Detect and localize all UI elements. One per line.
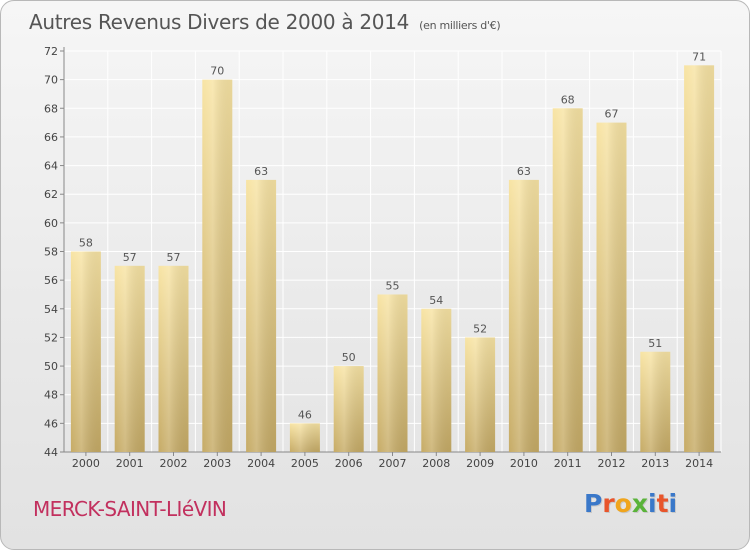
data-label: 57 <box>167 251 181 264</box>
data-label: 70 <box>210 65 224 78</box>
y-tick-label: 62 <box>44 188 58 201</box>
bar-shade <box>202 79 233 453</box>
bar-shade <box>377 294 408 452</box>
bar-shade <box>552 108 583 453</box>
y-tick-label: 50 <box>44 360 58 373</box>
x-tick-label: 2006 <box>335 457 363 470</box>
commune-name: MERCK-SAINT-LIéVIN <box>33 497 227 521</box>
bar-shade <box>684 65 715 453</box>
x-tick-label: 2013 <box>641 457 669 470</box>
x-tick-label: 2001 <box>116 457 144 470</box>
y-tick-label: 72 <box>44 45 58 58</box>
data-label: 71 <box>692 50 706 63</box>
y-tick-label: 60 <box>44 217 58 230</box>
y-tick-label: 48 <box>44 389 58 402</box>
logo-letter: t <box>656 489 669 518</box>
data-label: 52 <box>473 322 487 335</box>
x-tick-label: 2009 <box>466 457 494 470</box>
y-tick-label: 56 <box>44 274 58 287</box>
y-tick-label: 44 <box>44 446 58 459</box>
bar-shade <box>246 179 277 452</box>
proxiti-logo: Proxiti <box>584 489 677 518</box>
data-label: 51 <box>648 337 662 350</box>
data-label: 46 <box>298 408 312 421</box>
x-tick-label: 2010 <box>510 457 538 470</box>
logo-letter: o <box>614 489 632 518</box>
x-tick-label: 2008 <box>422 457 450 470</box>
logo-letter: i <box>668 489 678 518</box>
y-tick-label: 54 <box>44 303 58 316</box>
chart-title-text: Autres Revenus Divers de 2000 à 2014 <box>29 10 410 34</box>
data-label: 55 <box>386 279 400 292</box>
bar-shade <box>158 265 189 452</box>
bar-shade <box>596 122 627 452</box>
x-tick-label: 2004 <box>247 457 275 470</box>
bar-shade <box>640 351 671 452</box>
data-label: 57 <box>123 251 137 264</box>
bar-shade <box>421 308 452 452</box>
data-label: 67 <box>605 108 619 121</box>
bar-shade <box>70 251 101 452</box>
bar-shade <box>333 366 364 452</box>
x-tick-label: 2011 <box>554 457 582 470</box>
x-tick-label: 2003 <box>203 457 231 470</box>
logo-letter: x <box>631 489 648 518</box>
bars <box>70 65 715 453</box>
data-label: 54 <box>429 294 443 307</box>
y-tick-label: 52 <box>44 331 58 344</box>
data-label: 63 <box>254 165 268 178</box>
data-labels: 58 57 57 70 63 46 50 55 54 52 63 68 67 51 71 <box>79 50 706 421</box>
logo-letter: r <box>602 489 615 518</box>
data-label: 68 <box>561 93 575 106</box>
x-tick-label: 2014 <box>685 457 713 470</box>
bar-shade <box>289 423 320 452</box>
x-tick-label: 2000 <box>72 457 100 470</box>
y-tick-label: 68 <box>44 102 58 115</box>
y-tick-label: 46 <box>44 417 58 430</box>
y-tick-label: 58 <box>44 246 58 259</box>
y-tick-label: 64 <box>44 160 58 173</box>
logo-letter: i <box>648 489 657 518</box>
bar-shade <box>508 179 539 452</box>
logo-letter: P <box>584 489 603 518</box>
data-label: 58 <box>79 237 93 250</box>
bar-shade <box>465 337 496 452</box>
x-tick-label: 2012 <box>598 457 626 470</box>
data-label: 63 <box>517 165 531 178</box>
y-tick-label: 66 <box>44 131 58 144</box>
x-tick-label: 2007 <box>379 457 407 470</box>
chart-title: Autres Revenus Divers de 2000 à 2014 (en… <box>29 10 501 34</box>
y-tick-label: 70 <box>44 74 58 87</box>
x-tick-label: 2005 <box>291 457 319 470</box>
chart-subtitle: (en milliers d'€) <box>419 19 501 32</box>
data-label: 50 <box>342 351 356 364</box>
bar-shade <box>114 265 145 452</box>
x-tick-label: 2002 <box>160 457 188 470</box>
